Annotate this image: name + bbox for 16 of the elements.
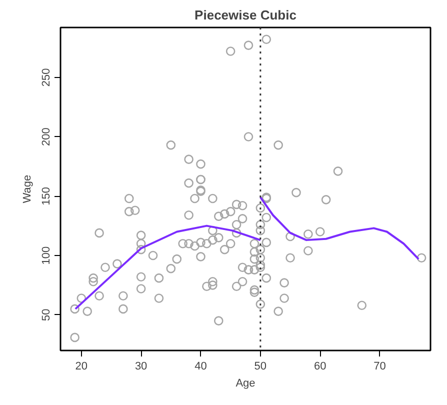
y-tick-label: 50 [40, 308, 52, 321]
x-axis-title: Age [236, 378, 256, 390]
line-series [259, 196, 420, 260]
y-tick-label: 150 [40, 186, 52, 206]
x-tick-label: 30 [134, 360, 148, 372]
y-tick-label: 100 [40, 246, 52, 265]
x-tick-label: 60 [314, 360, 326, 372]
y-tick-label: 200 [40, 128, 52, 146]
x-tick-label: 20 [75, 360, 88, 372]
y-tick-label: 250 [40, 68, 52, 87]
x-tick-label: 40 [194, 360, 207, 372]
line-series [74, 224, 262, 310]
chart-title: Piecewise Cubic [194, 8, 296, 22]
x-tick-label: 50 [254, 360, 267, 372]
x-tick-label: 70 [374, 360, 386, 372]
y-axis-title: Wage [22, 174, 34, 204]
